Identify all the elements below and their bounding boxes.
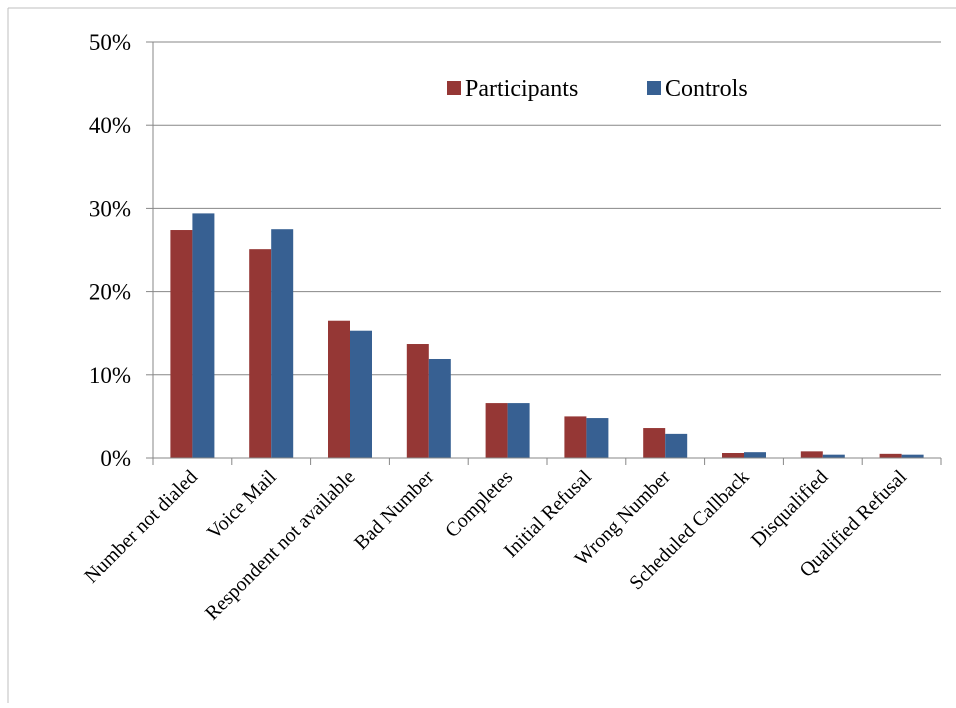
bar-participants xyxy=(643,428,666,458)
bar-participants xyxy=(879,453,902,458)
bar-participants xyxy=(328,320,350,458)
x-tick-label: Voice Mail xyxy=(203,466,281,544)
y-tick-label: 20% xyxy=(89,280,131,305)
bar-participants xyxy=(485,403,508,458)
legend-swatch-controls xyxy=(647,81,661,95)
bar-participants xyxy=(249,249,272,458)
bar-controls xyxy=(507,403,530,458)
y-tick-label: 30% xyxy=(89,196,131,221)
x-tick-label: Number not dialed xyxy=(80,466,202,588)
legend: Participants Controls xyxy=(447,76,748,102)
x-tick-label: Respondent not available xyxy=(201,466,360,625)
legend-label-participants: Participants xyxy=(465,76,578,102)
y-tick-label: 0% xyxy=(100,446,131,471)
bar-controls xyxy=(586,418,609,458)
bar-participants xyxy=(722,453,744,458)
bar-controls xyxy=(428,358,451,458)
y-tick-label: 50% xyxy=(89,30,131,55)
y-tick-label: 40% xyxy=(89,113,131,138)
x-tick-label: Bad Number xyxy=(350,466,438,554)
bar-controls xyxy=(192,213,215,458)
x-tick-label: Completes xyxy=(441,466,517,542)
legend-label-controls: Controls xyxy=(665,76,748,102)
bar-participants xyxy=(170,230,193,458)
bar-participants xyxy=(406,344,429,458)
bar-controls xyxy=(744,452,766,458)
bar-participants xyxy=(800,451,823,458)
bar-controls xyxy=(271,229,294,458)
bar-participants xyxy=(564,416,587,458)
x-tick-label: Disqualified xyxy=(747,466,832,551)
legend-swatch-participants xyxy=(447,81,461,95)
bar-controls xyxy=(822,454,845,458)
bars xyxy=(170,213,924,458)
y-axis: 0% 10% 20% 30% 40% 50% xyxy=(89,30,154,471)
bar-controls xyxy=(665,433,688,458)
y-tick-label: 10% xyxy=(89,363,131,388)
bar-controls xyxy=(901,454,924,458)
bar-controls xyxy=(350,330,372,458)
